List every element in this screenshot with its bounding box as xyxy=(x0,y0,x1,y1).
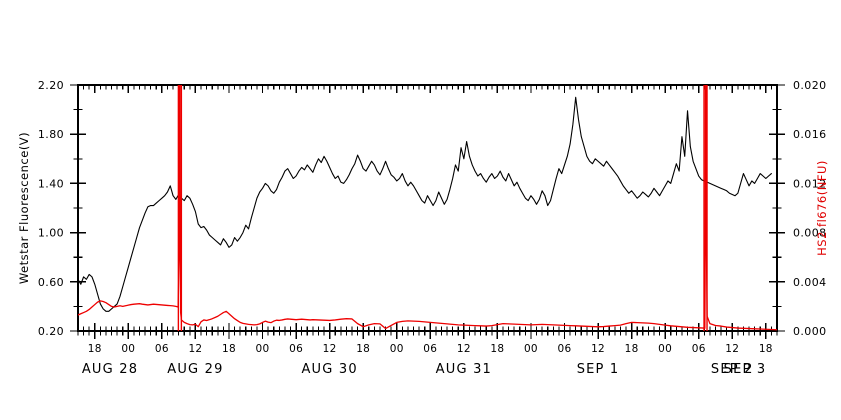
x-hour-label: 18 xyxy=(490,343,504,355)
x-hour-label: 12 xyxy=(591,343,605,355)
x-day-label: AUG 29 xyxy=(167,362,223,377)
y-tick-label-left: 1.40 xyxy=(38,177,64,190)
x-hour-label: 06 xyxy=(289,343,303,355)
x-hour-label: 18 xyxy=(88,343,102,355)
y-tick-label-right: 0.000 xyxy=(793,325,827,338)
x-hour-label: 18 xyxy=(356,343,370,355)
x-hour-label: 06 xyxy=(558,343,572,355)
x-hour-label: 00 xyxy=(658,343,672,355)
x-hour-label: 12 xyxy=(188,343,202,355)
x-hour-label: 18 xyxy=(222,343,236,355)
x-hour-label: 12 xyxy=(323,343,337,355)
x-hour-label: 12 xyxy=(457,343,471,355)
y-tick-label-left: 1.80 xyxy=(38,128,64,141)
series-line-hs2-fl676 xyxy=(78,85,777,331)
y-tick-label-right: 0.016 xyxy=(793,128,827,141)
x-hour-label: 00 xyxy=(390,343,404,355)
y-tick-label-left: 2.20 xyxy=(38,79,64,92)
x-hour-label: 18 xyxy=(625,343,639,355)
x-day-label: AUG 31 xyxy=(436,362,492,377)
y-axis-left: 0.20 0.60 1.00 1.40 1.80 2.20 Wetstar Fluoresc… xyxy=(17,79,86,338)
x-hour-label: 18 xyxy=(759,343,773,355)
x-day-label: AUG 28 xyxy=(82,362,138,377)
x-day-label: AUG 30 xyxy=(301,362,357,377)
y-tick-label-right: 0.004 xyxy=(793,276,827,289)
x-axis-ticks xyxy=(77,85,778,339)
x-hour-label: 00 xyxy=(524,343,538,355)
x-hour-label: 00 xyxy=(121,343,135,355)
y-tick-label-right: 0.012 xyxy=(793,177,827,190)
series-line-wetstar-fluorescence xyxy=(78,96,772,312)
x-day-label: SEP 1 xyxy=(577,362,620,377)
y-tick-label-right: 0.008 xyxy=(793,227,827,240)
y-tick-label-left: 1.00 xyxy=(38,227,64,240)
x-hour-label: 00 xyxy=(256,343,270,355)
y-tick-label-right: 0.020 xyxy=(793,79,827,92)
plot-frame xyxy=(77,84,778,332)
series-group xyxy=(78,85,777,331)
y-tick-label-left: 0.20 xyxy=(38,325,64,338)
y-axis-title-left: Wetstar Fluorescence(V) xyxy=(17,132,31,284)
x-hour-label: 06 xyxy=(423,343,437,355)
y-axis-title-right: HS2 fl676(NFU) xyxy=(815,160,829,256)
y-tick-label-left: 0.60 xyxy=(38,276,64,289)
x-day-label: SEP 3 xyxy=(724,362,767,377)
x-hour-label: 06 xyxy=(692,343,706,355)
y-axis-right: 0.000 0.004 0.008 0.012 0.016 0.020 HS2 fl676(… xyxy=(769,79,829,338)
x-hour-labels: 18 00 06 12 18 00 06 12 18 00 06 12 18 00 06 12 18 00 06 12… xyxy=(88,343,773,355)
x-hour-label: 12 xyxy=(725,343,739,355)
x-hour-label: 06 xyxy=(155,343,169,355)
x-day-label: SEP 2 xyxy=(711,362,754,377)
